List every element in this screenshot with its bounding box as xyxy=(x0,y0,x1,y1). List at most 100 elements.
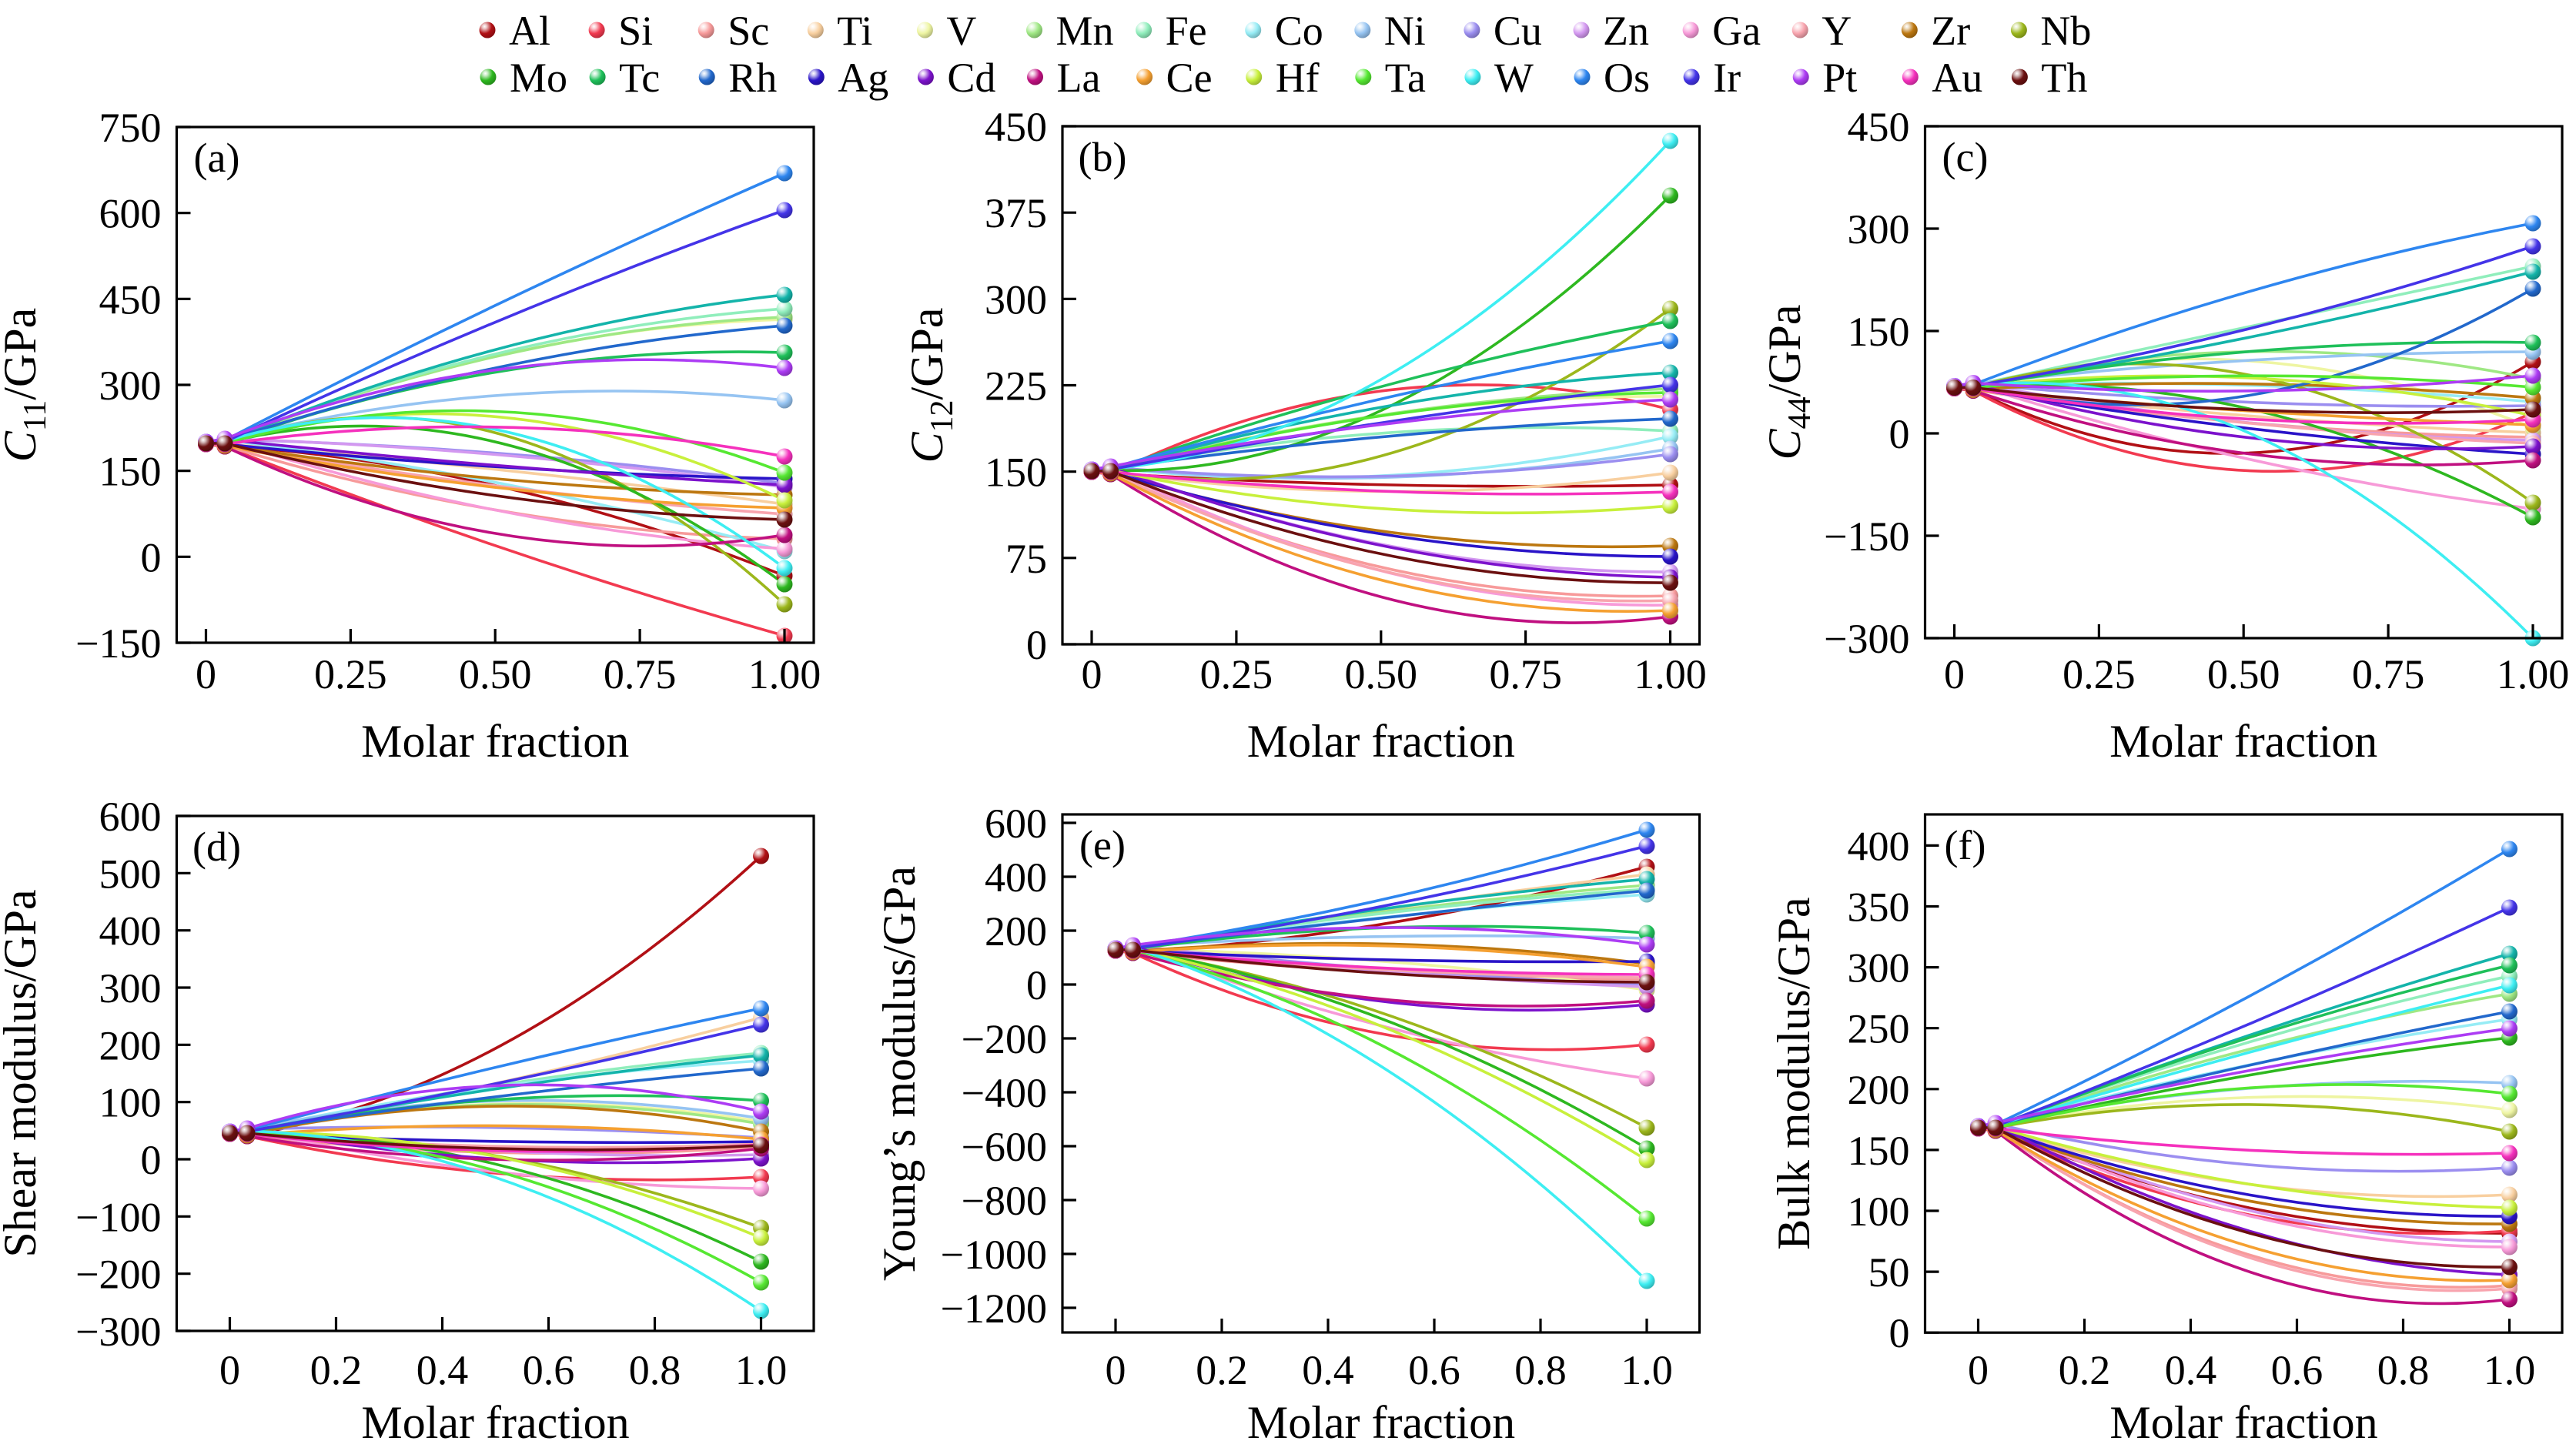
svg-text:750: 750 xyxy=(99,105,162,151)
svg-text:0.4: 0.4 xyxy=(417,1347,469,1393)
svg-text:0.75: 0.75 xyxy=(1489,651,1562,697)
svg-text:(f): (f) xyxy=(1945,822,1986,868)
svg-text:300: 300 xyxy=(1848,206,1910,252)
svg-text:0.25: 0.25 xyxy=(314,651,387,697)
svg-text:50: 50 xyxy=(1868,1249,1910,1296)
svg-text:(a): (a) xyxy=(194,135,240,181)
svg-text:300: 300 xyxy=(99,965,162,1011)
svg-text:0.6: 0.6 xyxy=(2271,1347,2323,1393)
svg-text:Zn: Zn xyxy=(1603,8,1649,54)
svg-text:V: V xyxy=(946,8,976,54)
svg-text:(c): (c) xyxy=(1942,134,1989,180)
svg-text:0.8: 0.8 xyxy=(629,1347,681,1393)
svg-text:1.0: 1.0 xyxy=(2484,1347,2536,1393)
svg-text:1.00: 1.00 xyxy=(748,651,821,697)
svg-text:Th: Th xyxy=(2041,55,2087,101)
svg-text:−200: −200 xyxy=(962,1016,1047,1062)
svg-text:0: 0 xyxy=(1944,651,1965,697)
svg-text:400: 400 xyxy=(985,854,1047,901)
svg-text:0.50: 0.50 xyxy=(2207,651,2280,697)
svg-text:0.4: 0.4 xyxy=(1302,1347,1354,1393)
svg-text:−600: −600 xyxy=(962,1124,1047,1170)
svg-text:0.8: 0.8 xyxy=(2377,1347,2430,1393)
svg-text:Hf: Hf xyxy=(1276,55,1320,101)
svg-text:1.00: 1.00 xyxy=(1634,651,1707,697)
svg-text:0.2: 0.2 xyxy=(1196,1347,1248,1393)
svg-text:0.75: 0.75 xyxy=(2352,651,2425,697)
svg-text:Si: Si xyxy=(618,8,653,54)
svg-text:0: 0 xyxy=(219,1347,240,1393)
svg-text:200: 200 xyxy=(1848,1067,1910,1113)
svg-text:0.2: 0.2 xyxy=(310,1347,363,1393)
svg-text:100: 100 xyxy=(1848,1189,1910,1235)
svg-text:0.2: 0.2 xyxy=(2059,1347,2111,1393)
svg-text:150: 150 xyxy=(1848,1128,1910,1174)
svg-text:Molar fraction: Molar fraction xyxy=(361,1397,629,1447)
svg-text:0: 0 xyxy=(196,651,216,697)
svg-text:−150: −150 xyxy=(1824,513,1909,560)
svg-text:Co: Co xyxy=(1275,8,1323,54)
svg-text:Y: Y xyxy=(1822,8,1852,54)
svg-text:75: 75 xyxy=(1005,536,1047,582)
svg-text:1.0: 1.0 xyxy=(1621,1347,1673,1393)
svg-text:Os: Os xyxy=(1604,55,1650,101)
svg-text:300: 300 xyxy=(99,363,162,409)
svg-text:300: 300 xyxy=(1848,945,1910,991)
svg-text:Molar fraction: Molar fraction xyxy=(2109,716,2377,767)
svg-text:Ti: Ti xyxy=(837,8,872,54)
svg-text:Au: Au xyxy=(1932,55,1982,101)
svg-text:150: 150 xyxy=(1848,309,1910,355)
svg-text:(e): (e) xyxy=(1079,822,1126,868)
svg-text:450: 450 xyxy=(1848,104,1910,150)
svg-text:0: 0 xyxy=(141,534,162,580)
svg-text:0.75: 0.75 xyxy=(604,651,677,697)
svg-text:−150: −150 xyxy=(75,620,161,667)
svg-text:0: 0 xyxy=(1968,1347,1989,1393)
svg-text:Molar fraction: Molar fraction xyxy=(2109,1397,2377,1447)
svg-text:0: 0 xyxy=(1026,962,1047,1008)
svg-text:100: 100 xyxy=(99,1080,162,1126)
svg-text:0.6: 0.6 xyxy=(523,1347,575,1393)
svg-text:150: 150 xyxy=(99,449,162,495)
svg-text:Pt: Pt xyxy=(1822,55,1857,101)
svg-text:Bulk modulus/GPa: Bulk modulus/GPa xyxy=(1768,897,1819,1249)
svg-text:Ni: Ni xyxy=(1384,8,1426,54)
svg-text:Fe: Fe xyxy=(1166,8,1207,54)
svg-text:400: 400 xyxy=(1848,823,1910,869)
svg-text:200: 200 xyxy=(99,1022,162,1068)
svg-text:350: 350 xyxy=(1848,884,1910,931)
svg-text:Ir: Ir xyxy=(1713,55,1741,101)
svg-text:−1200: −1200 xyxy=(941,1286,1047,1332)
svg-text:450: 450 xyxy=(985,104,1047,150)
svg-text:Molar fraction: Molar fraction xyxy=(361,716,629,767)
svg-text:600: 600 xyxy=(985,801,1047,847)
svg-text:(d): (d) xyxy=(192,824,241,870)
svg-text:Zr: Zr xyxy=(1931,8,1970,54)
svg-text:Ta: Ta xyxy=(1385,55,1426,101)
svg-text:400: 400 xyxy=(99,908,162,955)
svg-text:C12/GPa: C12/GPa xyxy=(902,307,960,463)
svg-text:Mo: Mo xyxy=(510,55,567,101)
svg-text:−300: −300 xyxy=(75,1309,161,1355)
svg-text:0.8: 0.8 xyxy=(1514,1347,1567,1393)
svg-text:0: 0 xyxy=(1889,1310,1910,1356)
svg-text:0: 0 xyxy=(1889,411,1910,457)
svg-text:0.25: 0.25 xyxy=(2062,651,2136,697)
svg-text:Al: Al xyxy=(509,8,550,54)
svg-text:Shear modulus/GPa: Shear modulus/GPa xyxy=(0,889,45,1257)
svg-text:Molar fraction: Molar fraction xyxy=(1247,1397,1515,1447)
svg-text:Ag: Ag xyxy=(838,55,888,101)
svg-text:C11/GPa: C11/GPa xyxy=(0,308,53,462)
svg-text:Molar fraction: Molar fraction xyxy=(1247,716,1515,767)
svg-text:Nb: Nb xyxy=(2040,8,2091,54)
svg-text:Cu: Cu xyxy=(1494,8,1542,54)
svg-text:Rh: Rh xyxy=(728,55,777,101)
svg-text:150: 150 xyxy=(985,450,1047,496)
svg-text:0.50: 0.50 xyxy=(459,651,532,697)
svg-text:−1000: −1000 xyxy=(941,1232,1047,1278)
svg-text:250: 250 xyxy=(1848,1006,1910,1052)
svg-text:600: 600 xyxy=(99,191,162,237)
svg-text:0.6: 0.6 xyxy=(1408,1347,1460,1393)
svg-text:Ce: Ce xyxy=(1166,55,1213,101)
svg-text:1.0: 1.0 xyxy=(735,1347,788,1393)
